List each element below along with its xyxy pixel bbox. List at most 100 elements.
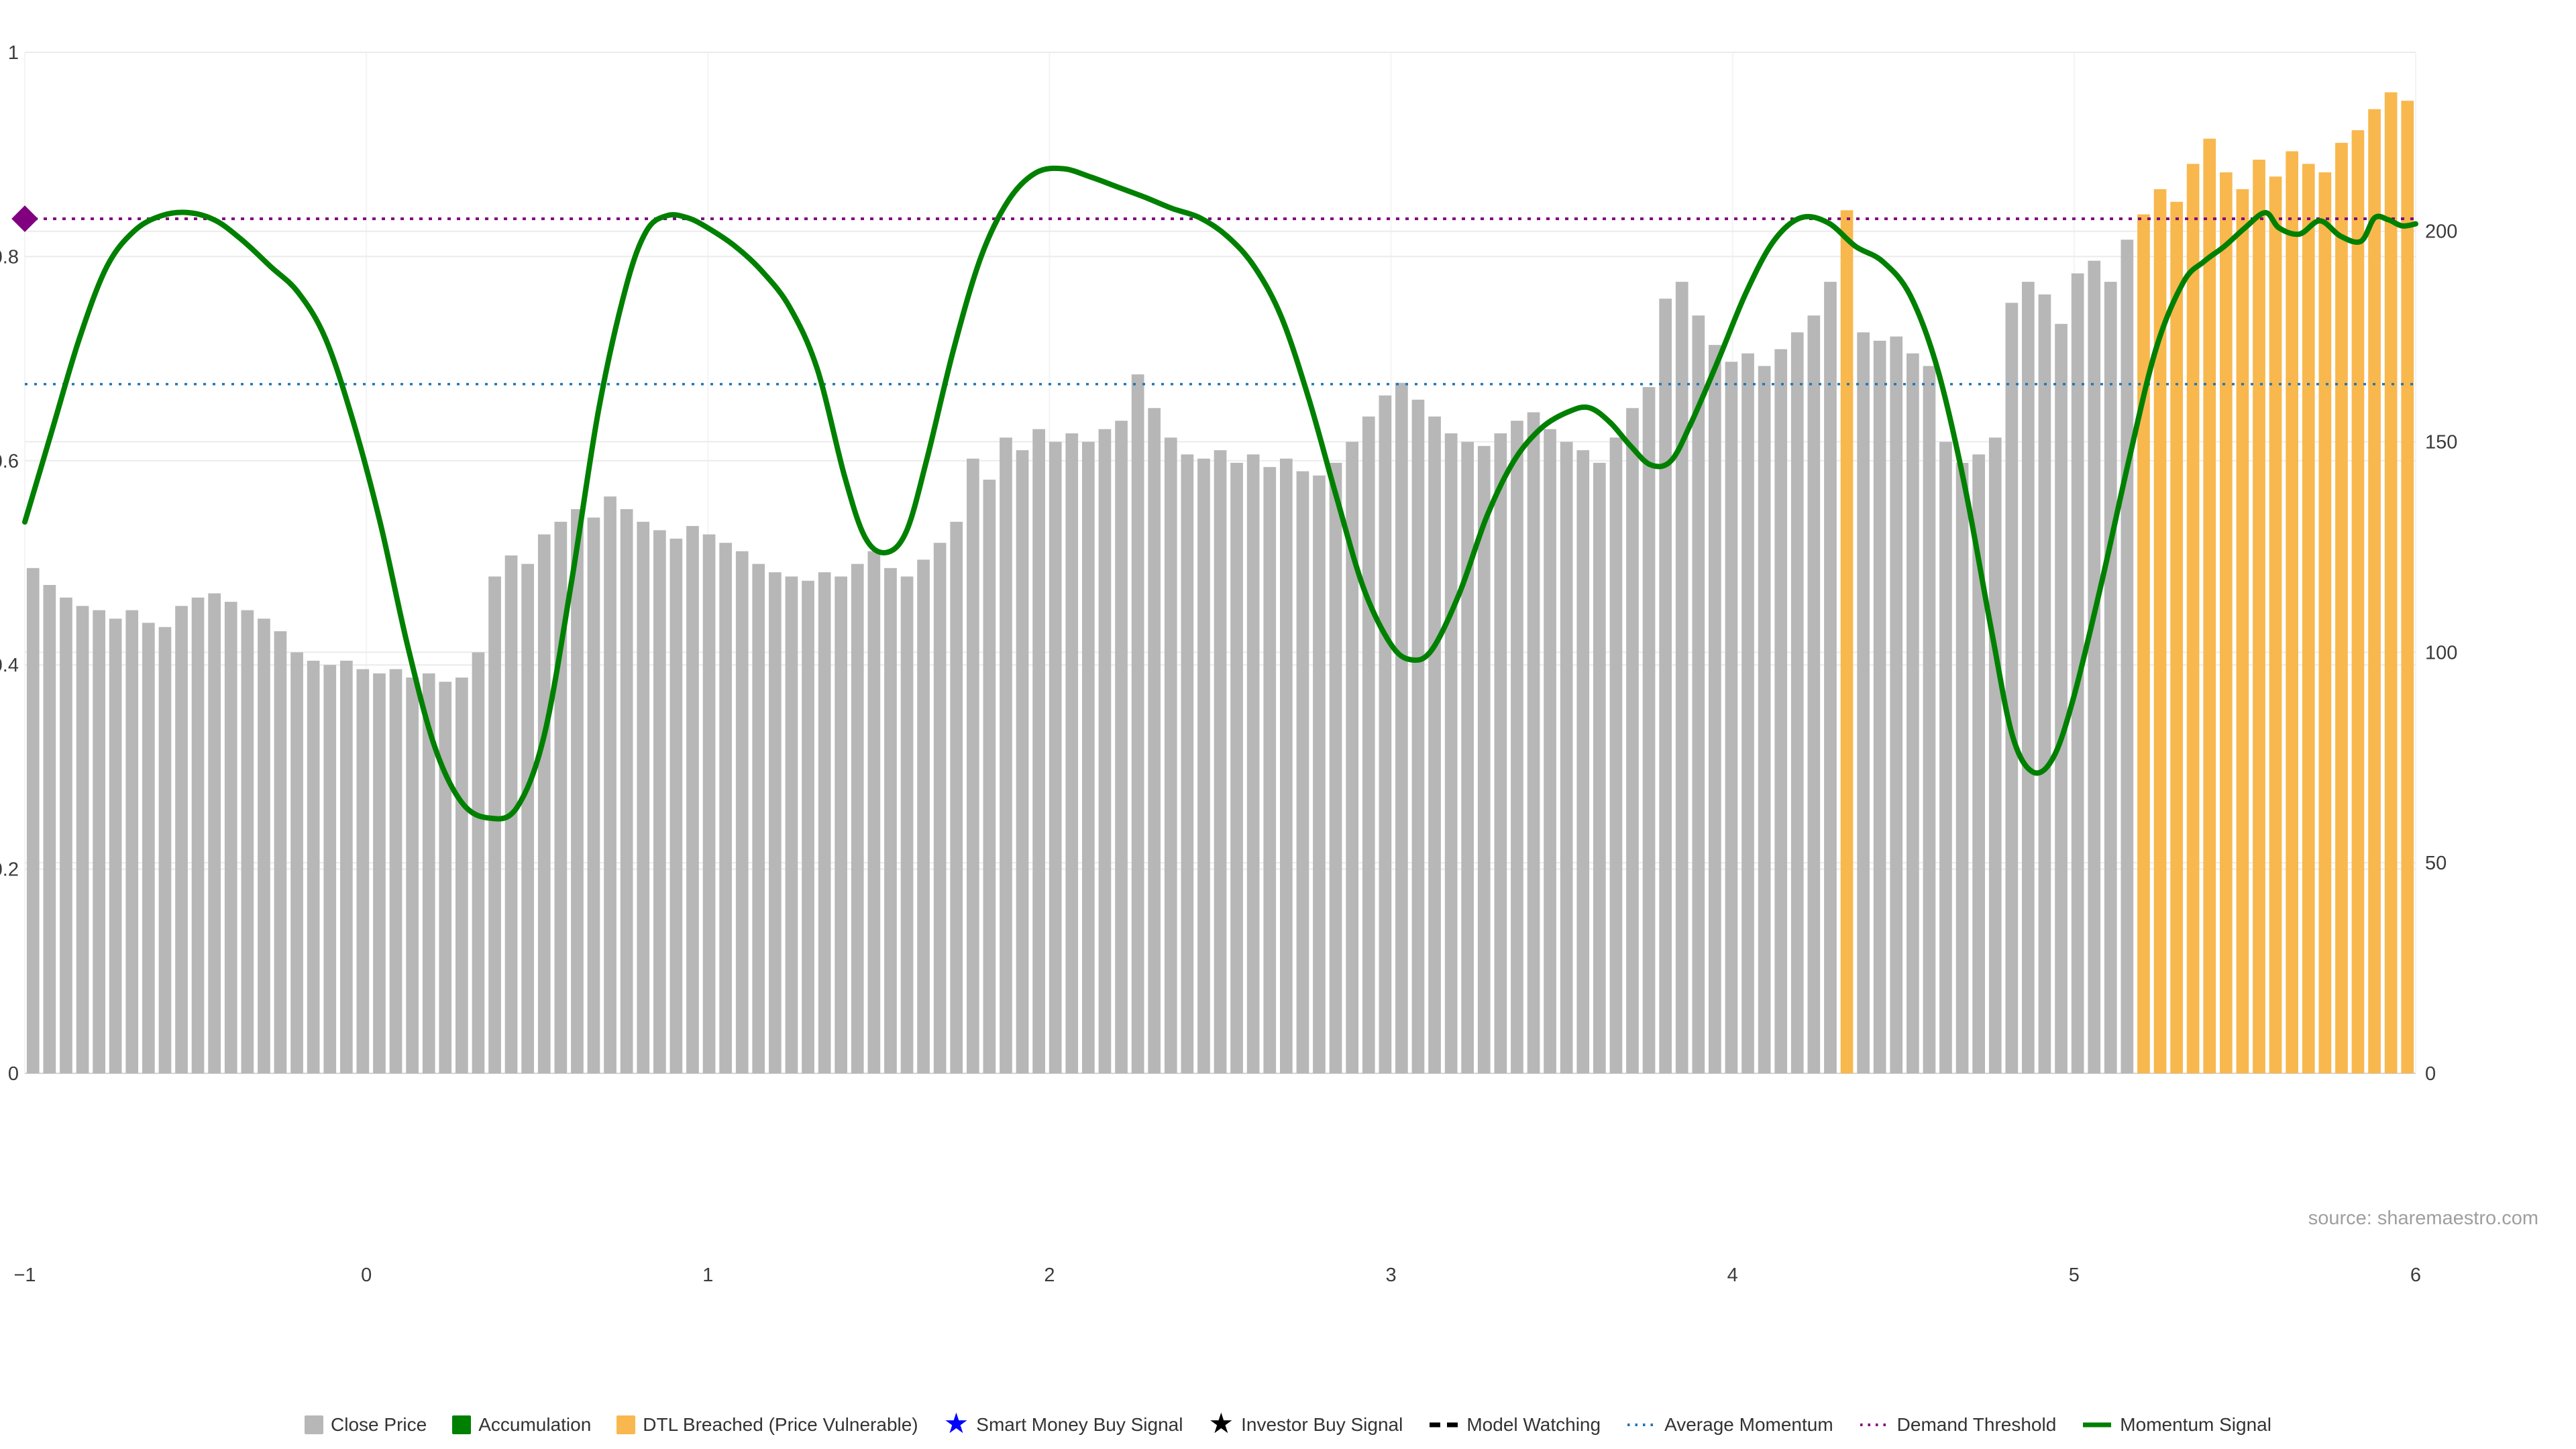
x-axis-tick: 0: [361, 1265, 372, 1286]
close-price-bar: [1313, 475, 1326, 1073]
close-price-bar: [818, 572, 831, 1073]
close-price-bar: [1461, 441, 1474, 1073]
close-price-bar: [2005, 303, 2019, 1073]
close-price-bar: [1280, 458, 1293, 1073]
close-price-bar: [1560, 441, 1573, 1073]
close-price-bar: [2055, 323, 2068, 1073]
close-price-bar: [835, 576, 847, 1073]
close-price-bar: [900, 576, 914, 1073]
legend-item-label: Smart Money Buy Signal: [976, 1414, 1183, 1435]
close-price-bar: [1016, 450, 1029, 1073]
x-axis-tick: 6: [2410, 1265, 2421, 1286]
smart-money-buy-signal-marker-icon: ★: [943, 1407, 969, 1439]
dtl-breached-bar: [2335, 142, 2348, 1073]
close-price-bar: [1263, 467, 1277, 1073]
close-price-bar: [917, 559, 930, 1073]
dtl-breached-bar: [2236, 189, 2249, 1073]
close-price-bar: [1494, 433, 1507, 1073]
close-price-bar: [950, 521, 963, 1073]
close-price-bar: [1659, 299, 1672, 1074]
close-price-bar: [1692, 315, 1705, 1073]
legend-item-average-momentum[interactable]: Average Momentum: [1626, 1414, 1833, 1436]
close-price-bar: [1115, 421, 1128, 1073]
close-price-bar: [389, 669, 402, 1073]
left-axis-tick: 0.4: [0, 655, 19, 676]
close-price-bar: [1527, 412, 1540, 1073]
close-price-bar: [1214, 450, 1227, 1073]
close-price-bar: [1988, 437, 2002, 1073]
close-price-bar: [1907, 353, 1919, 1073]
close-price-bar: [224, 602, 237, 1073]
close-price-bar: [1181, 454, 1194, 1073]
close-price-bar: [785, 576, 798, 1073]
close-price-bar: [1890, 336, 1903, 1074]
close-price-bar: [258, 619, 270, 1073]
legend-item-label: Average Momentum: [1664, 1414, 1833, 1435]
left-axis-tick: 0: [8, 1063, 19, 1085]
close-price-bar: [26, 568, 40, 1073]
close-price-bar: [1362, 416, 1375, 1073]
close-price-bars: [26, 92, 2414, 1074]
dtl-breached-bar: [2186, 164, 2200, 1073]
close-price-bar: [1544, 429, 1556, 1073]
close-price-bar: [1758, 366, 1771, 1073]
close-price-bar: [1197, 458, 1210, 1073]
close-price-bar: [1972, 454, 1985, 1073]
close-price-bar: [702, 534, 716, 1073]
close-price-bar: [1626, 408, 1639, 1073]
close-price-bar: [274, 631, 287, 1073]
average-momentum-marker-icon: [1627, 1424, 1656, 1426]
close-price-bar: [1379, 395, 1392, 1073]
legend-item-label: Investor Buy Signal: [1241, 1414, 1403, 1435]
close-price-bar: [1098, 429, 1112, 1073]
dtl-breached-bar: [2401, 101, 2414, 1074]
close-price-bar: [1082, 441, 1095, 1073]
dtl-breached-bar: [2137, 214, 2150, 1074]
close-price-bar: [1296, 471, 1309, 1073]
x-axis-tick: 5: [2069, 1265, 2080, 1286]
close-price-bar: [802, 580, 814, 1073]
close-price-bar: [175, 606, 188, 1073]
demand-threshold-diamond-icon: [11, 205, 38, 232]
price-momentum-chart: 0 0.2 0.4 0.6 0.8 1 0 50 100 150 200 −1 0 1 2 3 4 5 6: [0, 42, 2457, 1286]
legend-item-label: Demand Threshold: [1896, 1414, 2057, 1435]
close-price-bar: [2104, 282, 2117, 1074]
close-price-bar: [587, 517, 600, 1073]
dtl-breached-bar: [2220, 172, 2233, 1073]
x-axis-tick: 2: [1044, 1265, 1055, 1286]
close-price-bar: [60, 597, 72, 1073]
close-price-bar: [752, 564, 765, 1073]
close-price-bar: [208, 593, 221, 1073]
close-price-bar: [2022, 282, 2035, 1074]
legend-item-smart-money-buy-signal[interactable]: ★ Smart Money Buy Signal: [943, 1407, 1183, 1439]
close-price-bar: [142, 623, 155, 1073]
right-axis-tick: 200: [2425, 221, 2457, 243]
legend-item-investor-buy-signal[interactable]: ★ Investor Buy Signal: [1208, 1409, 1403, 1439]
close-price-bar: [637, 521, 650, 1073]
close-price-bar: [1857, 332, 1870, 1073]
legend-item-demand-threshold[interactable]: Demand Threshold: [1859, 1414, 2057, 1436]
close-price-bar: [2121, 239, 2134, 1073]
close-price-bar: [109, 619, 122, 1073]
close-price-bar: [1395, 382, 1408, 1074]
left-axis-tick: 0.8: [0, 246, 19, 268]
close-price-bar: [1955, 462, 1969, 1073]
close-price-bar: [241, 610, 254, 1073]
close-price-bar: [1923, 366, 1936, 1073]
demand-threshold-marker-icon: [1860, 1424, 1888, 1426]
close-price-bar: [1411, 399, 1425, 1073]
legend-item-accumulation[interactable]: Accumulation: [452, 1414, 591, 1436]
close-price-bar: [1246, 454, 1260, 1073]
close-price-bar: [323, 665, 337, 1073]
close-price-bar: [1675, 282, 1688, 1074]
close-price-bar: [1593, 462, 1606, 1073]
legend-item-close-price[interactable]: Close Price: [305, 1414, 427, 1436]
legend-item-dtl-breached-price-vulnerable[interactable]: DTL Breached (Price Vulnerable): [616, 1414, 918, 1436]
chart-legend: Close Price Accumulation DTL Breached (Pri…: [0, 1406, 2576, 1444]
legend-item-model-watching[interactable]: Model Watching: [1428, 1414, 1601, 1436]
close-price-bar: [43, 585, 56, 1073]
legend-item-momentum-signal[interactable]: Momentum Signal: [2082, 1414, 2271, 1436]
dtl-breached-bar: [2203, 138, 2216, 1074]
close-price-bar: [1609, 437, 1623, 1073]
close-price-bar: [933, 543, 947, 1073]
